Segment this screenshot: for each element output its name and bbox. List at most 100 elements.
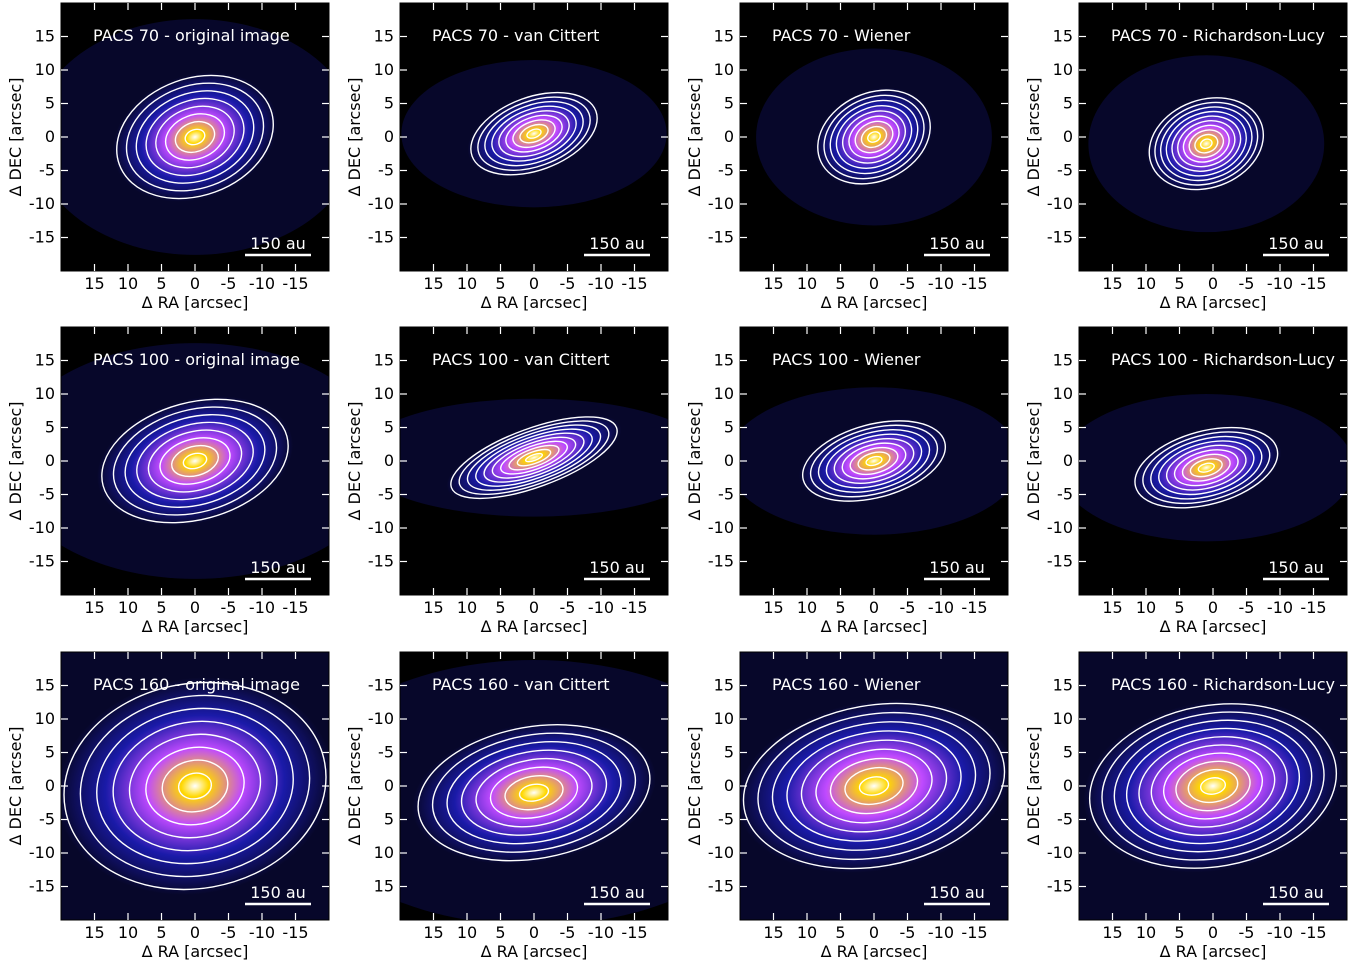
y-tick-label: 10 [1053,384,1073,403]
y-tick-label: -10 [1047,518,1073,537]
contour-level-1 [742,702,1006,870]
contour-level-2 [1154,101,1259,186]
x-tick-label: -5 [560,274,576,293]
source-emission [1146,95,1267,192]
panel-title: PACS 70 - Wiener [772,26,911,45]
contour-level-5 [483,432,585,483]
x-tick-label: 5 [1174,923,1184,942]
contour-level-4 [112,720,278,852]
y-tick-label: 15 [35,27,55,46]
y-tick-label: 15 [35,676,55,695]
x-axis-label: Δ RA [arcsec] [481,293,588,312]
x-tick-label: -10 [928,923,954,942]
y-tick-label: 0 [1063,451,1073,470]
x-tick-label: 10 [797,274,817,293]
y-tick-label: 0 [384,127,394,146]
contour-level-2 [431,732,637,853]
panel-title: PACS 70 - original image [93,26,290,45]
panel-title: PACS 100 - van Cittert [432,350,610,369]
contour-level-6 [1173,449,1239,487]
y-tick-label: 0 [724,451,734,470]
contour-level-5 [842,110,906,164]
y-axis-label: Δ DEC [arcsec] [685,401,704,520]
y-tick-label: 0 [384,776,394,795]
y-tick-label: 0 [45,776,55,795]
contour-level-3 [817,429,931,493]
x-tick-label: 10 [1136,598,1156,617]
y-tick-label: 15 [714,351,734,370]
y-tick-label: -15 [1047,228,1073,247]
x-tick-label: 5 [835,274,845,293]
contour-level-7 [854,120,894,154]
x-tick-label: 0 [529,274,539,293]
y-tick-label: -10 [1047,843,1073,862]
y-tick-label: 5 [724,743,734,762]
x-tick-label: -15 [1300,598,1326,617]
x-tick-label: 10 [118,274,138,293]
contour-level-1 [450,416,618,500]
contour-level-8 [518,783,550,802]
x-tick-label: 5 [156,598,166,617]
x-tick-label: -5 [221,598,237,617]
x-tick-label: 5 [495,274,505,293]
contour-level-9 [1194,133,1219,154]
panel-title: PACS 70 - Richardson-Lucy [1111,26,1325,45]
x-tick-label: -15 [282,923,308,942]
y-tick-label: 10 [35,60,55,79]
panel-4: 15 10 5 0 -5 -10 -15 15 10 5 0 -5 -10 -15 Δ RA [arcsec… [1024,2,1348,312]
y-tick-label: 0 [384,451,394,470]
contour-level-2 [125,82,265,192]
x-tick-label: 15 [1102,598,1122,617]
panel-title: PACS 160 - Wiener [772,675,921,694]
contour-level-5 [1165,444,1247,491]
contour-level-1 [63,681,327,891]
x-axis-label: Δ RA [arcsec] [1160,942,1267,961]
x-tick-label: 0 [1208,598,1218,617]
y-tick-label: 5 [45,418,55,437]
contour-level-3 [484,100,584,167]
x-tick-label: 15 [763,923,783,942]
x-axis-label: Δ RA [arcsec] [481,617,588,636]
contour-level-4 [460,749,608,836]
scale-bar-label: 150 au [1268,234,1324,253]
y-tick-label: -15 [1047,552,1073,571]
x-tick-label: 5 [1174,274,1184,293]
x-tick-label: -10 [928,598,954,617]
contour-level-6 [489,766,579,819]
contour-level-8 [182,452,208,470]
panel-6: 15 10 5 0 -5 -10 -15 15 10 5 0 -5 -10 -15 Δ RA [arcsec… [345,326,669,636]
contour-level-5 [475,758,593,828]
y-tick-label: 15 [1053,351,1073,370]
y-tick-label: 5 [384,418,394,437]
scale-bar-label: 150 au [1268,883,1324,902]
x-tick-label: 15 [423,923,443,942]
contour-level-2 [477,96,591,171]
x-tick-label: -5 [900,274,916,293]
x-tick-label: 5 [835,598,845,617]
contour-level-9 [867,131,881,143]
panel-1: 15 10 5 0 -5 -10 -15 15 10 5 0 -5 -10 -15 Δ RA [arcsec… [6,2,330,312]
contour-level-6 [505,114,563,153]
contour-level-9 [526,128,542,139]
y-tick-label: -10 [708,194,734,213]
x-tick-label: 15 [84,598,104,617]
x-tick-label: -15 [961,923,987,942]
contour-level-1 [1148,97,1265,191]
y-axis-label: Δ DEC [arcsec] [345,77,364,196]
scale-bar-label: 150 au [929,234,985,253]
y-tick-label: 5 [724,94,734,113]
x-tick-label: -10 [588,598,614,617]
x-axis-label: Δ RA [arcsec] [142,617,249,636]
contour-level-3 [1113,719,1313,853]
contour-level-10 [1199,777,1227,795]
contour-level-5 [155,105,235,169]
contour-level-6 [848,115,900,159]
y-axis-label: Δ DEC [arcsec] [345,726,364,845]
x-tick-label: -15 [1300,274,1326,293]
contour-level-2 [1142,431,1271,505]
y-tick-label: 5 [1063,418,1073,437]
x-tick-label: 0 [869,274,879,293]
contour-level-7 [512,119,556,149]
y-tick-label: -10 [29,194,55,213]
panel-3: 15 10 5 0 -5 -10 -15 15 10 5 0 -5 -10 -15 Δ RA [arcsec… [685,2,1009,312]
